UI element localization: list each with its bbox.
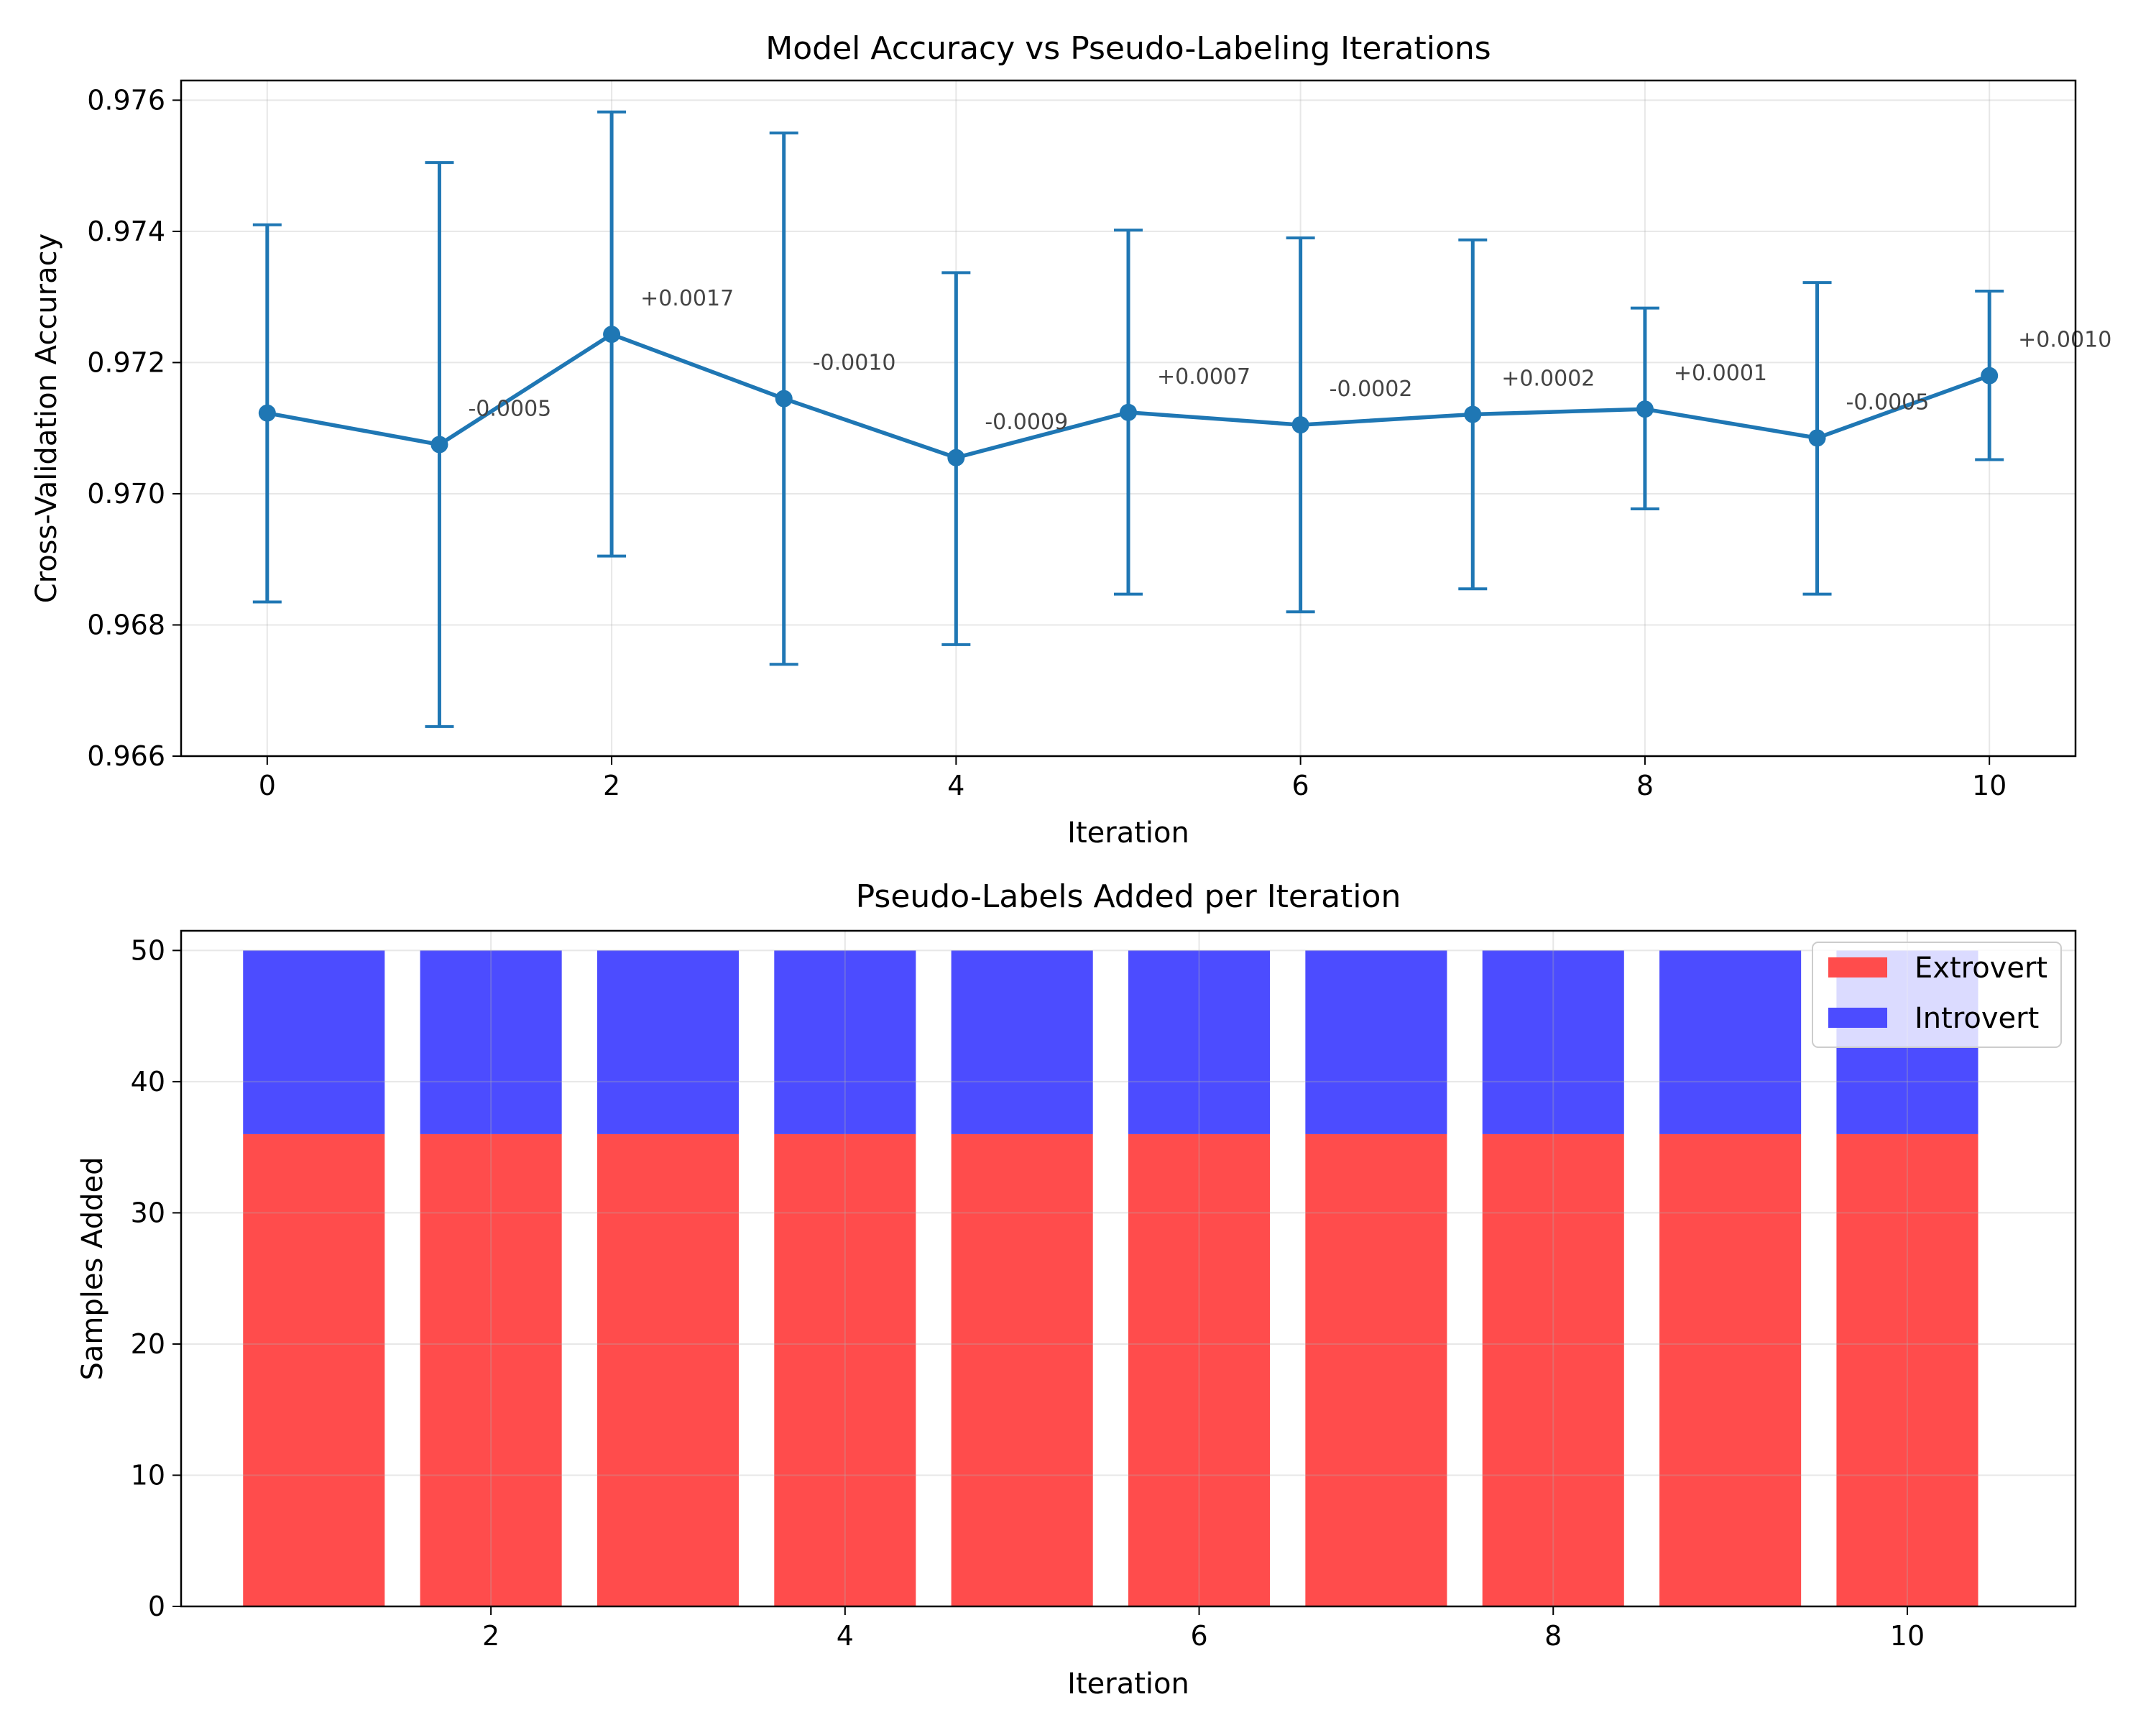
x-tick-label: 8: [1636, 770, 1654, 801]
delta-annotation: +0.0001: [1674, 361, 1767, 386]
bar-introvert: [597, 950, 739, 1134]
legend: Extrovert Introvert: [1812, 942, 2061, 1047]
legend-swatch-introvert: [1828, 1008, 1887, 1028]
delta-annotation: -0.0010: [813, 351, 896, 376]
bar-extrovert: [952, 1134, 1093, 1606]
data-point: [1636, 400, 1654, 418]
y-tick-label: 10: [131, 1459, 165, 1491]
delta-annotation: +0.0010: [2018, 328, 2111, 353]
pseudo-labels-chart-title: Pseudo-Labels Added per Iteration: [856, 878, 1401, 915]
x-tick-label: 4: [837, 1620, 854, 1652]
y-tick-label: 50: [131, 934, 165, 966]
legend-label-extrovert: Extrovert: [1915, 952, 2047, 985]
data-point: [1464, 406, 1481, 423]
data-point: [1809, 429, 1826, 446]
x-tick-label: 8: [1544, 1620, 1562, 1652]
delta-annotation: +0.0007: [1157, 364, 1250, 390]
delta-annotation: -0.0009: [985, 410, 1068, 435]
y-tick-label: 0: [148, 1591, 165, 1622]
x-tick-label: 2: [482, 1620, 499, 1652]
x-tick-label: 6: [1292, 770, 1309, 801]
x-tick-label: 10: [1890, 1620, 1925, 1652]
data-point: [775, 390, 793, 408]
y-tick-label: 0.970: [87, 478, 165, 510]
y-tick-label: 0.966: [87, 740, 165, 772]
x-tick-label: 6: [1190, 1620, 1207, 1652]
data-point: [430, 436, 448, 454]
x-tick-label: 0: [259, 770, 276, 801]
bar-introvert: [952, 950, 1093, 1134]
data-point: [1120, 404, 1137, 421]
bar-extrovert: [243, 1134, 384, 1606]
data-point: [603, 326, 620, 343]
data-point: [1292, 416, 1309, 433]
x-tick-label: 10: [1972, 770, 2007, 801]
bar-introvert: [1659, 950, 1801, 1134]
y-tick-label: 40: [131, 1066, 165, 1098]
delta-annotation: -0.0005: [468, 397, 551, 422]
accuracy-chart-ylabel: Cross-Validation Accuracy: [30, 234, 63, 604]
bar-extrovert: [1305, 1134, 1447, 1606]
delta-annotation: +0.0017: [640, 286, 734, 311]
x-tick-label: 4: [947, 770, 964, 801]
delta-annotation: -0.0005: [1846, 390, 1930, 415]
bar-extrovert: [1659, 1134, 1801, 1606]
y-tick-label: 30: [131, 1197, 165, 1228]
bar-extrovert: [597, 1134, 739, 1606]
legend-swatch-extrovert: [1828, 957, 1887, 978]
y-tick-label: 0.974: [87, 216, 165, 247]
accuracy-chart-title: Model Accuracy vs Pseudo-Labeling Iterat…: [765, 30, 1491, 67]
pseudo-labels-chart: Pseudo-Labels Added per Iteration 2 4 6 8 10…: [76, 878, 2076, 1701]
bar-introvert: [243, 950, 384, 1134]
x-tick-label: 2: [603, 770, 620, 801]
accuracy-chart-xlabel: Iteration: [1067, 816, 1189, 850]
delta-annotation: +0.0002: [1501, 367, 1595, 392]
y-tick-label: 0.972: [87, 346, 165, 378]
pseudo-labels-chart-xlabel: Iteration: [1067, 1668, 1189, 1701]
bar-introvert: [1305, 950, 1447, 1134]
y-tick-label: 20: [131, 1328, 165, 1360]
y-tick-label: 0.968: [87, 609, 165, 640]
pseudo-labels-chart-ylabel: Samples Added: [76, 1157, 109, 1381]
data-point: [259, 405, 276, 422]
legend-label-introvert: Introvert: [1915, 1002, 2039, 1035]
y-tick-label: 0.976: [87, 84, 165, 116]
data-point: [1981, 367, 1998, 385]
delta-annotation: -0.0002: [1330, 377, 1413, 402]
data-point: [947, 449, 964, 466]
